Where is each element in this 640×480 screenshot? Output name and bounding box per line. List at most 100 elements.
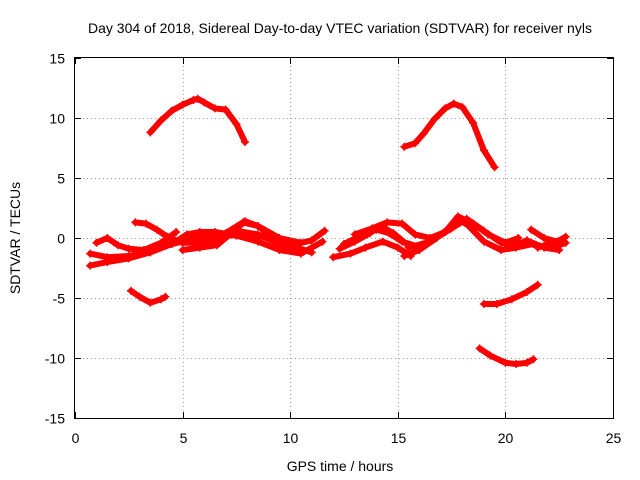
y-tick-label: -15 [45,411,65,427]
data-point [540,234,549,242]
data-point [346,249,355,258]
data-point [86,261,95,270]
data-point [492,300,501,308]
data-point [458,103,467,112]
data-point [163,232,172,241]
data-point [462,214,471,223]
y-tick-label: 5 [57,171,65,187]
data-point [178,100,187,109]
data-point [479,146,488,155]
data-point [561,238,570,247]
data-point [238,229,247,238]
series-arc-c [127,286,170,307]
series-trace [480,281,541,307]
data-point [497,238,506,247]
grid-lines [75,58,613,418]
data-point [479,237,488,246]
data-point [329,253,338,262]
data-point [350,230,359,239]
data-point [135,292,144,301]
data-point [320,226,329,235]
data-point [449,99,458,108]
data-point [172,228,181,236]
data-point [139,246,148,254]
series-trace [528,226,569,245]
data-point [404,243,413,252]
data-point [540,243,549,252]
data-point [124,244,133,253]
data-point [157,116,166,125]
data-point [131,218,140,227]
y-tick-label: -10 [45,351,65,367]
chart-title: Day 304 of 2018, Sidereal Day-to-day VTE… [88,20,592,36]
data-point [86,249,95,258]
data-point [182,230,191,239]
data-point [447,224,456,233]
y-tick-label: 0 [57,231,65,247]
data-point [200,98,209,107]
data-point [210,104,219,113]
data-point [522,288,531,296]
data-point [398,237,407,246]
data-point [103,258,112,266]
data-point [275,246,284,254]
data-point [378,237,387,246]
data-point [157,295,166,304]
plot-frame [74,57,614,419]
y-axis-label: SDTVAR / TECUs [7,182,23,294]
series-trace [401,100,498,171]
data-point [411,230,419,239]
data-point [514,234,523,242]
x-tick-label: 15 [391,430,407,446]
series-trace [405,215,530,251]
data-point [527,225,536,234]
data-point [178,246,187,254]
data-point [512,360,521,368]
data-point [400,142,409,151]
data-point [92,238,101,247]
data-point [307,236,316,245]
data-point [522,236,531,245]
data-point [419,129,428,138]
data-point [241,138,249,146]
data-point [340,240,348,248]
y-tick-label: 10 [49,111,65,127]
data-point [522,358,531,367]
data-point [124,254,133,263]
data-point [142,219,150,228]
data-point [275,234,284,242]
series-trace [179,218,328,253]
series-arc-a [146,94,249,146]
y-tick-label: 15 [49,51,65,67]
axis-ticks: 0 5 10 15 20 25 -15 -10 -5 0 5 10 15 [45,51,622,447]
data-point [167,106,176,115]
data-point [195,243,204,252]
data-point [411,139,419,148]
data-point [161,292,170,301]
data-point [400,252,409,260]
data-point [146,298,155,307]
series-band-6 [178,217,329,254]
x-tick-label: 5 [180,430,188,446]
series-arc-e [479,280,542,308]
data-point [490,163,499,172]
data-point [469,118,478,127]
data-point [441,104,450,113]
data-point [221,105,230,114]
data-point [230,226,239,235]
data-point [507,295,516,304]
data-point [555,246,564,254]
data-point [297,238,305,247]
data-point [210,228,219,236]
data-point [152,225,161,234]
series-band-13 [527,225,570,246]
data-point [497,246,506,254]
x-tick-label: 10 [283,430,299,446]
data-point [114,241,122,250]
data-point [251,231,260,240]
data-point [426,237,435,246]
data-point [383,218,391,227]
data-point [253,222,262,230]
data-point [193,94,202,103]
data-point [512,241,521,250]
